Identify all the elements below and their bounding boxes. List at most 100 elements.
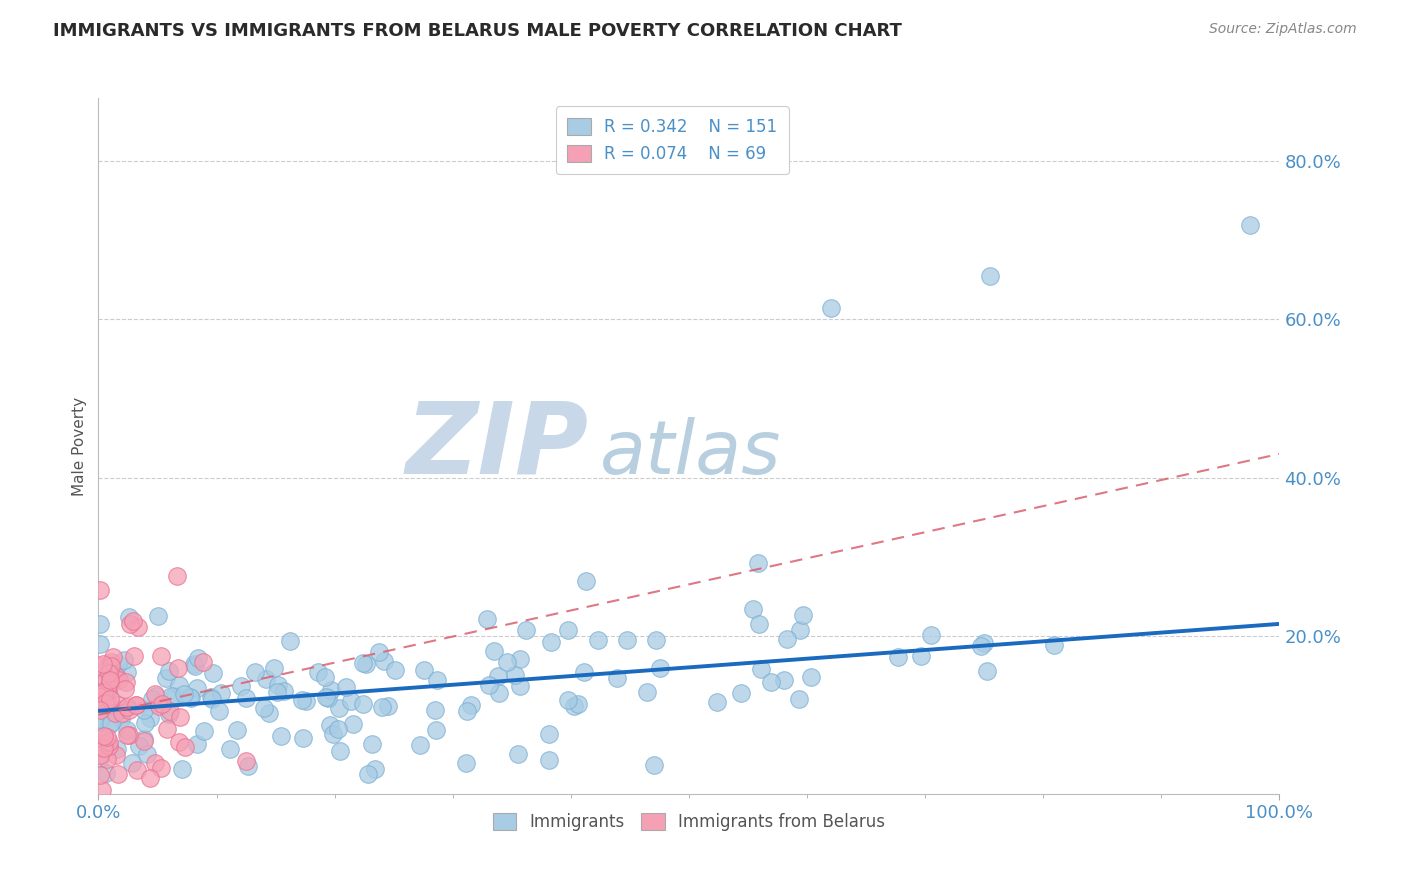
- Point: [100, 659, 122, 673]
- Point: [477, 612, 499, 626]
- Point: [150, 649, 173, 664]
- Point: [89, 659, 111, 673]
- Point: [97, 697, 120, 711]
- Point: [1239, 218, 1261, 232]
- Point: [136, 747, 159, 762]
- Point: [364, 762, 387, 776]
- Point: [94, 766, 117, 780]
- Point: [352, 697, 374, 711]
- Point: [557, 693, 579, 707]
- Point: [156, 722, 179, 736]
- Point: [127, 620, 149, 634]
- Point: [89, 712, 111, 726]
- Point: [291, 693, 314, 707]
- Point: [105, 747, 128, 762]
- Point: [167, 678, 190, 692]
- Point: [97, 659, 120, 673]
- Point: [616, 633, 638, 648]
- Point: [316, 691, 339, 706]
- Point: [273, 684, 295, 698]
- Text: atlas: atlas: [600, 417, 782, 489]
- Point: [93, 685, 115, 699]
- Point: [636, 684, 658, 698]
- Point: [141, 692, 163, 706]
- Point: [180, 690, 202, 705]
- Point: [454, 756, 477, 771]
- Point: [773, 673, 796, 687]
- Point: [155, 672, 177, 686]
- Point: [98, 739, 121, 753]
- Point: [93, 741, 115, 756]
- Point: [107, 767, 129, 781]
- Point: [200, 690, 222, 704]
- Point: [970, 639, 993, 653]
- Point: [193, 723, 215, 738]
- Point: [98, 676, 121, 690]
- Point: [488, 686, 510, 700]
- Point: [352, 656, 374, 670]
- Point: [226, 723, 249, 737]
- Point: [115, 723, 138, 737]
- Point: [186, 737, 208, 751]
- Point: [335, 680, 357, 694]
- Point: [97, 718, 120, 732]
- Legend: Immigrants, Immigrants from Belarus: Immigrants, Immigrants from Belarus: [486, 806, 891, 838]
- Point: [456, 704, 478, 718]
- Point: [89, 637, 111, 651]
- Point: [267, 678, 290, 692]
- Point: [229, 679, 252, 693]
- Point: [132, 731, 155, 746]
- Point: [315, 690, 337, 705]
- Point: [94, 697, 117, 711]
- Point: [328, 700, 350, 714]
- Point: [107, 698, 129, 712]
- Point: [484, 644, 506, 658]
- Point: [920, 628, 942, 642]
- Point: [319, 718, 342, 732]
- Point: [495, 655, 517, 669]
- Point: [112, 653, 135, 667]
- Point: [243, 665, 266, 679]
- Point: [538, 727, 561, 741]
- Point: [357, 766, 380, 780]
- Point: [94, 673, 117, 687]
- Point: [114, 702, 136, 716]
- Point: [173, 687, 195, 701]
- Point: [319, 682, 342, 697]
- Point: [254, 672, 277, 686]
- Point: [761, 675, 783, 690]
- Point: [104, 706, 127, 720]
- Point: [139, 711, 162, 725]
- Point: [97, 685, 120, 699]
- Point: [122, 648, 145, 663]
- Point: [314, 670, 336, 684]
- Point: [148, 699, 170, 714]
- Point: [280, 633, 302, 648]
- Point: [295, 694, 318, 708]
- Point: [89, 750, 111, 764]
- Point: [567, 697, 589, 711]
- Point: [96, 694, 118, 708]
- Point: [645, 633, 668, 648]
- Point: [186, 681, 208, 695]
- Point: [413, 663, 436, 677]
- Point: [425, 723, 447, 738]
- Point: [98, 692, 121, 706]
- Point: [373, 655, 395, 669]
- Point: [776, 632, 799, 647]
- Point: [98, 679, 121, 693]
- Point: [643, 757, 665, 772]
- Point: [167, 735, 190, 749]
- Point: [128, 739, 150, 753]
- Text: Source: ZipAtlas.com: Source: ZipAtlas.com: [1209, 22, 1357, 37]
- Point: [509, 679, 531, 693]
- Point: [163, 689, 186, 703]
- Point: [235, 754, 257, 768]
- Point: [503, 668, 526, 682]
- Point: [98, 665, 121, 680]
- Point: [115, 665, 138, 679]
- Point: [107, 657, 129, 671]
- Point: [588, 632, 610, 647]
- Point: [789, 623, 811, 637]
- Point: [100, 715, 122, 730]
